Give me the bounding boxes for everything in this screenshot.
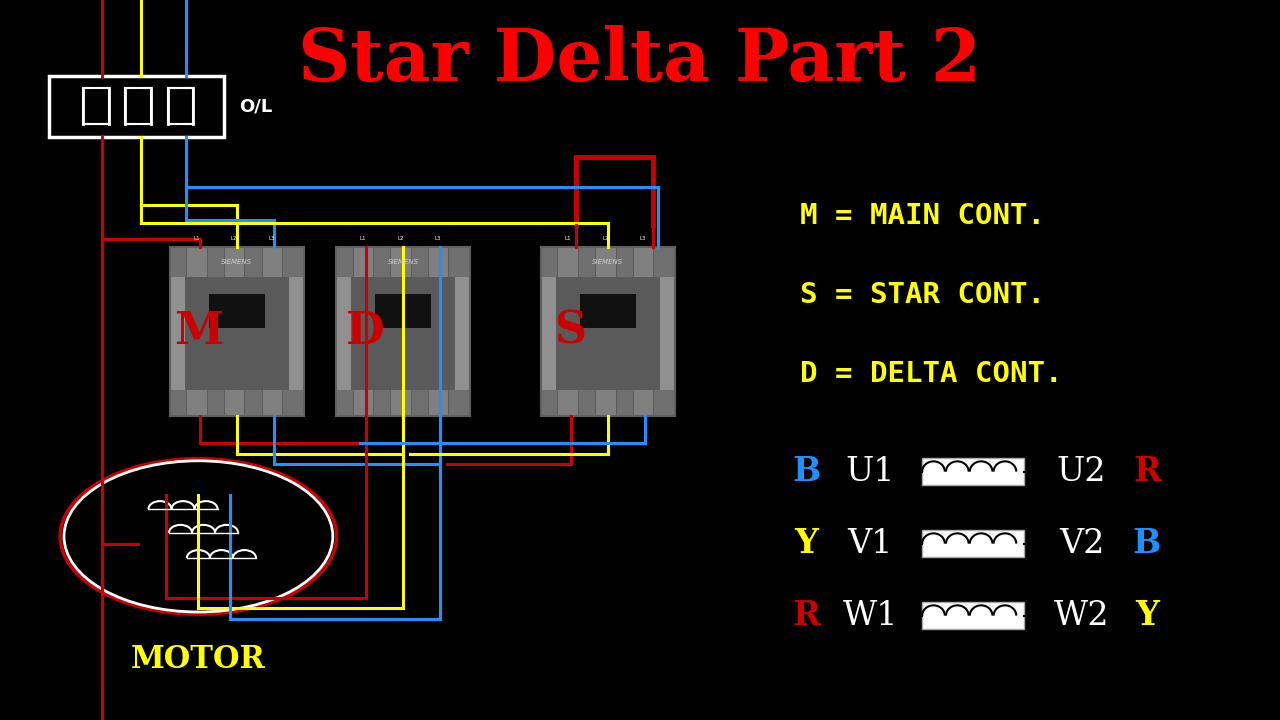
Bar bbox=[922, 458, 1024, 485]
Text: Y: Y bbox=[795, 527, 818, 560]
Bar bbox=[170, 246, 305, 277]
Bar bbox=[335, 246, 471, 415]
Bar bbox=[289, 277, 305, 390]
Bar bbox=[390, 246, 411, 283]
Bar bbox=[428, 384, 448, 415]
Text: S: S bbox=[554, 310, 586, 353]
Bar bbox=[170, 390, 305, 415]
Bar bbox=[83, 89, 109, 124]
Text: L2: L2 bbox=[397, 236, 403, 240]
Bar bbox=[209, 294, 265, 328]
Text: O/L: O/L bbox=[239, 97, 273, 115]
Bar bbox=[170, 246, 305, 415]
Bar bbox=[353, 246, 374, 283]
Text: L1: L1 bbox=[564, 236, 571, 240]
Bar bbox=[390, 384, 411, 415]
Bar bbox=[335, 390, 471, 415]
Bar bbox=[545, 277, 671, 390]
Bar bbox=[261, 384, 282, 415]
Text: L3: L3 bbox=[269, 236, 275, 240]
Bar bbox=[632, 246, 653, 283]
Bar bbox=[540, 390, 676, 415]
Text: W1: W1 bbox=[842, 600, 899, 631]
Bar bbox=[375, 294, 431, 328]
Text: R: R bbox=[792, 599, 820, 632]
Text: Star Delta Part 2: Star Delta Part 2 bbox=[298, 25, 982, 96]
Text: SIEMENS: SIEMENS bbox=[593, 258, 623, 265]
Text: D = DELTA CONT.: D = DELTA CONT. bbox=[800, 361, 1062, 388]
Bar bbox=[540, 277, 556, 390]
Text: L3: L3 bbox=[640, 236, 646, 240]
Circle shape bbox=[64, 461, 333, 612]
Text: MOTOR: MOTOR bbox=[131, 644, 266, 675]
Bar bbox=[428, 246, 448, 283]
Bar bbox=[340, 277, 466, 390]
Bar bbox=[335, 277, 351, 390]
Bar bbox=[224, 246, 244, 283]
Text: V1: V1 bbox=[847, 528, 893, 559]
Bar bbox=[49, 76, 224, 137]
Bar bbox=[175, 277, 300, 390]
Bar bbox=[922, 602, 1024, 629]
Text: M: M bbox=[174, 310, 224, 353]
Text: L3: L3 bbox=[435, 236, 442, 240]
Bar bbox=[261, 246, 282, 283]
Text: M = MAIN CONT.: M = MAIN CONT. bbox=[800, 202, 1044, 230]
Text: SIEMENS: SIEMENS bbox=[221, 258, 252, 265]
Bar bbox=[558, 384, 579, 415]
Bar bbox=[353, 384, 374, 415]
Bar bbox=[540, 246, 676, 415]
Bar bbox=[595, 384, 616, 415]
Text: V2: V2 bbox=[1059, 528, 1105, 559]
Bar bbox=[224, 384, 244, 415]
Bar bbox=[335, 246, 471, 277]
Bar bbox=[595, 246, 616, 283]
Bar bbox=[580, 294, 636, 328]
Bar bbox=[558, 246, 579, 283]
Text: B: B bbox=[792, 455, 820, 488]
Bar bbox=[187, 384, 206, 415]
Text: U1: U1 bbox=[846, 456, 895, 487]
Bar bbox=[632, 384, 653, 415]
Bar bbox=[125, 89, 151, 124]
Text: Y: Y bbox=[1135, 599, 1158, 632]
Bar bbox=[540, 246, 676, 415]
Text: R: R bbox=[1133, 455, 1161, 488]
Bar bbox=[456, 277, 471, 390]
Text: U2: U2 bbox=[1057, 456, 1106, 487]
Text: L1: L1 bbox=[193, 236, 200, 240]
Bar bbox=[170, 246, 305, 415]
Bar bbox=[335, 246, 471, 415]
Text: L2: L2 bbox=[230, 236, 237, 240]
Bar bbox=[170, 277, 186, 390]
Bar bbox=[168, 89, 193, 124]
Text: L2: L2 bbox=[602, 236, 608, 240]
Bar bbox=[187, 246, 206, 283]
Text: B: B bbox=[1133, 527, 1161, 560]
Text: S = STAR CONT.: S = STAR CONT. bbox=[800, 282, 1044, 309]
Text: L1: L1 bbox=[360, 236, 366, 240]
Text: W2: W2 bbox=[1053, 600, 1110, 631]
Bar bbox=[540, 246, 676, 277]
Bar bbox=[660, 277, 676, 390]
Bar bbox=[922, 530, 1024, 557]
Text: D: D bbox=[347, 310, 385, 353]
Text: SIEMENS: SIEMENS bbox=[388, 258, 419, 265]
